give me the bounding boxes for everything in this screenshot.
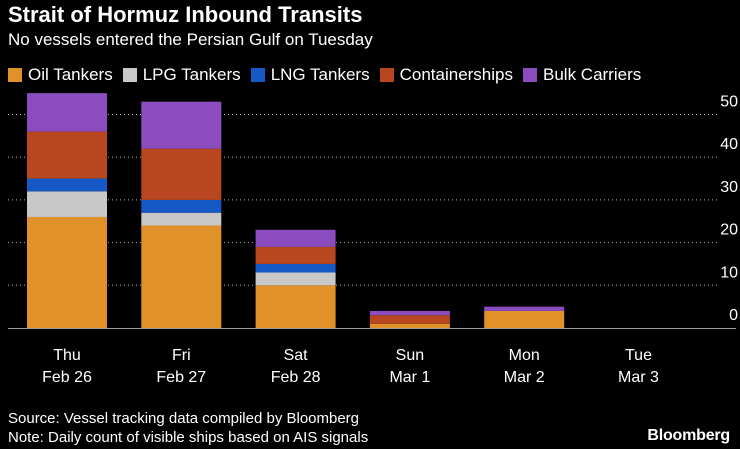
legend-item-oil-tankers: Oil Tankers — [8, 65, 113, 85]
source-note: Source: Vessel tracking data compiled by… — [8, 410, 360, 427]
bar-lng-tankers-0 — [27, 178, 107, 192]
x-tick-date-0: Feb 26 — [42, 369, 92, 386]
legend-item-lng-tankers: LNG Tankers — [250, 65, 370, 85]
legend-swatch-oil-tankers — [8, 68, 22, 82]
bar-oil-tankers-0 — [27, 216, 107, 328]
x-tick-day-0: Thu — [53, 347, 81, 364]
x-tick-day-5: Tue — [625, 347, 652, 364]
x-tick-date-5: Mar 3 — [618, 369, 659, 386]
bar-oil-tankers-1 — [141, 225, 222, 328]
y-tick-label-30: 30 — [720, 179, 738, 196]
bloomberg-logo: Bloomberg — [647, 427, 730, 444]
x-tick-date-4: Mar 2 — [504, 369, 545, 386]
bar-oil-tankers-3 — [369, 323, 450, 328]
x-tick-date-2: Feb 28 — [271, 369, 321, 386]
x-tick-day-3: Sun — [396, 347, 424, 364]
y-tick-label-40: 40 — [720, 136, 738, 153]
chart-title: Strait of Hormuz Inbound Transits — [8, 2, 363, 27]
bar-containerships-1 — [141, 148, 222, 200]
bar-bulk-carriers-3 — [369, 310, 450, 316]
bar-oil-tankers-2 — [255, 285, 336, 328]
bar-oil-tankers-4 — [484, 310, 565, 328]
y-tick-label-0: 0 — [729, 307, 738, 324]
bar-lpg-tankers-1 — [141, 212, 222, 226]
legend-item-lpg-tankers: LPG Tankers — [122, 65, 241, 85]
bar-bulk-carriers-0 — [27, 93, 107, 132]
x-tick-day-2: Sat — [284, 347, 309, 364]
bar-containerships-2 — [255, 246, 336, 264]
legend-swatch-lng-tankers — [250, 68, 265, 82]
x-tick-date-1: Feb 27 — [156, 369, 206, 386]
bar-bulk-carriers-4 — [484, 306, 565, 311]
chart-subtitle: No vessels entered the Persian Gulf on T… — [8, 30, 373, 49]
bar-containerships-0 — [27, 131, 107, 179]
bar-bulk-carriers-1 — [141, 101, 222, 149]
bar-lng-tankers-2 — [255, 263, 336, 273]
y-tick-label-10: 10 — [720, 264, 738, 281]
x-tick-day-1: Fri — [172, 347, 191, 364]
legend-label-lpg-tankers: LPG Tankers — [142, 65, 241, 84]
legend-label-lng-tankers: LNG Tankers — [270, 65, 370, 84]
bar-containerships-3 — [369, 315, 450, 324]
bar-bulk-carriers-2 — [255, 229, 336, 247]
legend-label-containerships: Containerships — [399, 65, 513, 84]
legend-swatch-bulk-carriers — [523, 68, 537, 82]
legend-item-containerships: Containerships — [379, 65, 513, 85]
legend-label-bulk-carriers: Bulk Carriers — [543, 65, 642, 84]
legend-item-bulk-carriers: Bulk Carriers — [523, 65, 641, 85]
legend-swatch-lpg-tankers — [122, 68, 137, 82]
bar-lng-tankers-1 — [141, 199, 222, 213]
y-tick-label-50: 50 — [720, 94, 738, 111]
legend-swatch-containerships — [379, 68, 394, 82]
x-tick-date-3: Mar 1 — [389, 369, 430, 386]
legend-label-oil-tankers: Oil Tankers — [28, 65, 113, 84]
footnote: Note: Daily count of visible ships based… — [8, 429, 369, 446]
bar-lpg-tankers-0 — [27, 191, 107, 217]
x-tick-day-4: Mon — [509, 347, 540, 364]
legend: Oil Tankers LPG Tankers LNG Tankers Cont… — [8, 64, 651, 86]
y-tick-label-20: 20 — [720, 222, 738, 239]
bar-lpg-tankers-2 — [255, 272, 336, 286]
